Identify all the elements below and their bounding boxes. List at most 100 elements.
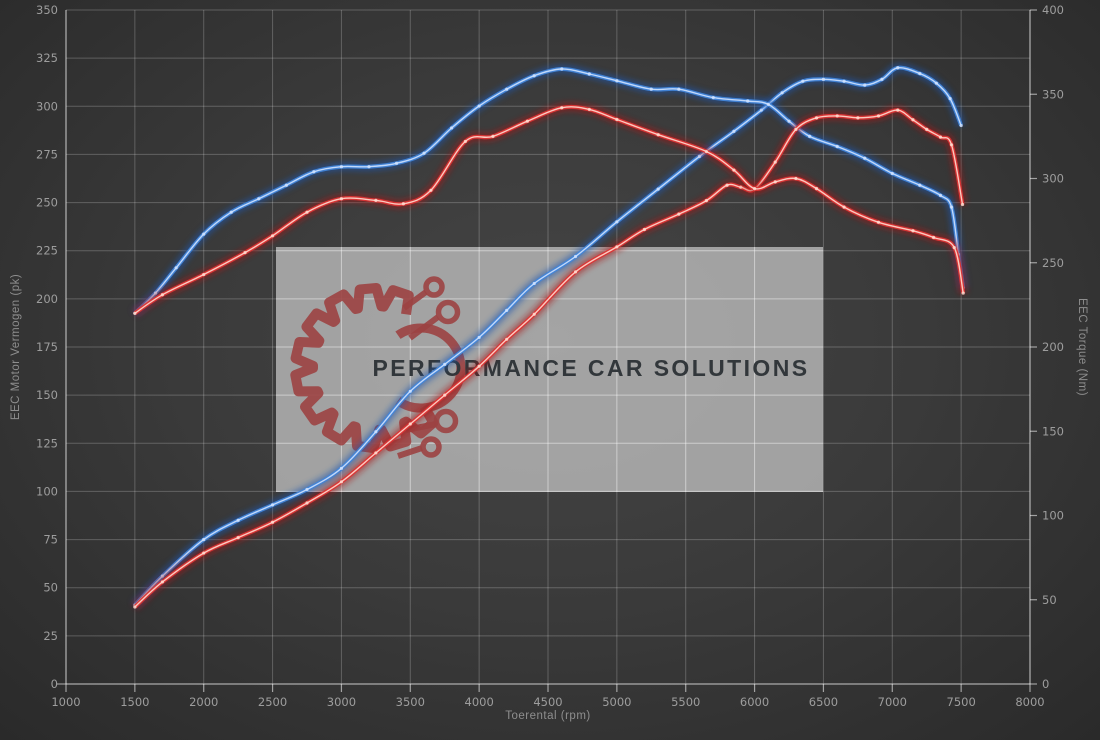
- data-point-marker: [794, 127, 798, 131]
- data-point-marker: [842, 79, 846, 83]
- data-point-marker: [704, 199, 708, 203]
- data-point-marker: [339, 466, 344, 470]
- y-left-tick-label: 300: [36, 99, 58, 113]
- circuit-dot: [423, 276, 445, 298]
- data-point-marker: [880, 77, 884, 81]
- circuit-trace: [402, 289, 428, 311]
- data-point-marker: [374, 198, 378, 203]
- data-point-marker: [794, 176, 798, 181]
- data-point-marker: [477, 335, 481, 339]
- y-left-tick-label: 125: [36, 436, 58, 450]
- data-point-marker: [821, 77, 826, 81]
- x-tick-label: 5000: [602, 695, 631, 709]
- data-point-marker: [202, 232, 206, 236]
- data-point-marker: [952, 245, 956, 250]
- data-point-marker: [642, 227, 647, 232]
- data-point-marker: [918, 183, 922, 187]
- data-point-marker: [450, 126, 454, 130]
- data-point-marker: [443, 362, 447, 366]
- data-point-marker: [174, 266, 178, 270]
- y-right-tick-label: 300: [1042, 172, 1064, 186]
- data-point-marker: [463, 139, 467, 144]
- data-point-marker: [766, 102, 770, 106]
- data-point-marker: [615, 220, 619, 224]
- data-point-marker: [856, 116, 860, 120]
- data-point-marker: [270, 520, 275, 524]
- data-point-marker: [677, 212, 681, 216]
- data-point-marker: [780, 91, 784, 95]
- data-point-marker: [918, 71, 922, 76]
- data-point-marker: [615, 117, 619, 122]
- data-point-marker: [312, 170, 316, 174]
- data-point-marker: [491, 134, 495, 138]
- data-point-marker: [429, 188, 433, 192]
- data-point-marker: [949, 143, 954, 147]
- data-point-marker: [934, 81, 938, 85]
- curve-core: [134, 66, 962, 606]
- curve-power-run-blue: [131, 63, 966, 609]
- data-point-marker: [732, 129, 736, 133]
- data-point-marker: [911, 118, 915, 122]
- data-point-marker: [477, 104, 481, 108]
- x-tick-label: 4500: [533, 695, 562, 709]
- data-point-marker: [202, 537, 206, 542]
- data-point-marker: [160, 580, 164, 584]
- curve-power-run-red: [131, 105, 967, 611]
- data-point-marker: [339, 480, 344, 484]
- data-point-marker: [773, 180, 777, 184]
- watermark: PERFORMANCE CAR SOLUTIONS: [276, 247, 823, 492]
- data-point-marker: [229, 210, 233, 214]
- data-point-marker: [835, 144, 839, 149]
- data-point-marker: [560, 106, 564, 110]
- data-point-marker: [814, 116, 819, 120]
- data-point-marker: [408, 422, 412, 426]
- y-left-tick-label: 250: [36, 196, 58, 210]
- data-point-marker: [876, 220, 881, 224]
- y-left-tick-label: 200: [36, 292, 58, 306]
- data-point-marker: [560, 67, 564, 71]
- data-point-marker: [573, 270, 578, 274]
- y-left-tick-label: 75: [43, 533, 58, 547]
- circuit-trace: [397, 445, 423, 459]
- y-left-tick-label: 25: [43, 629, 58, 643]
- data-point-marker: [305, 501, 309, 505]
- data-point-marker: [532, 312, 536, 316]
- data-point-marker: [711, 96, 715, 100]
- data-point-marker: [505, 308, 509, 313]
- data-point-marker: [573, 254, 578, 259]
- data-point-marker: [202, 272, 206, 277]
- x-tick-label: 3000: [327, 695, 356, 709]
- data-point-marker: [949, 205, 954, 209]
- y-right-tick-label: 250: [1042, 256, 1064, 270]
- x-tick-label: 4000: [465, 695, 494, 709]
- y-left-tick-label: 225: [36, 244, 58, 258]
- data-point-marker: [759, 108, 764, 112]
- y-left-tick-label: 50: [43, 581, 58, 595]
- data-point-marker: [257, 197, 261, 201]
- data-point-marker: [725, 183, 729, 187]
- data-point-marker: [615, 79, 619, 83]
- data-point-marker: [787, 119, 791, 123]
- data-point-marker: [243, 251, 247, 255]
- circuit-dot: [435, 299, 461, 325]
- data-point-marker: [896, 66, 900, 70]
- curve-torque-run-red: [132, 102, 968, 318]
- tick-labels: 1000 1500 2000 2500 3000 3500 4000 4500 5000 5500…: [36, 3, 1064, 709]
- data-point-marker: [339, 197, 344, 201]
- data-point-marker: [959, 123, 963, 128]
- y-right-tick-label: 0: [1042, 677, 1049, 691]
- data-point-marker: [587, 72, 591, 76]
- x-tick-label: 6500: [809, 695, 838, 709]
- data-point-marker: [835, 114, 839, 118]
- data-point-marker: [911, 229, 915, 233]
- x-tick-label: 2500: [258, 695, 287, 709]
- data-point-marker: [948, 96, 952, 101]
- data-point-marker: [401, 202, 405, 206]
- data-point-marker: [505, 87, 509, 91]
- data-point-marker: [876, 114, 881, 118]
- x-tick-label: 5500: [671, 695, 700, 709]
- data-point-marker: [938, 135, 943, 139]
- y-left-tick-label: 350: [36, 3, 58, 17]
- data-point-marker: [133, 605, 137, 609]
